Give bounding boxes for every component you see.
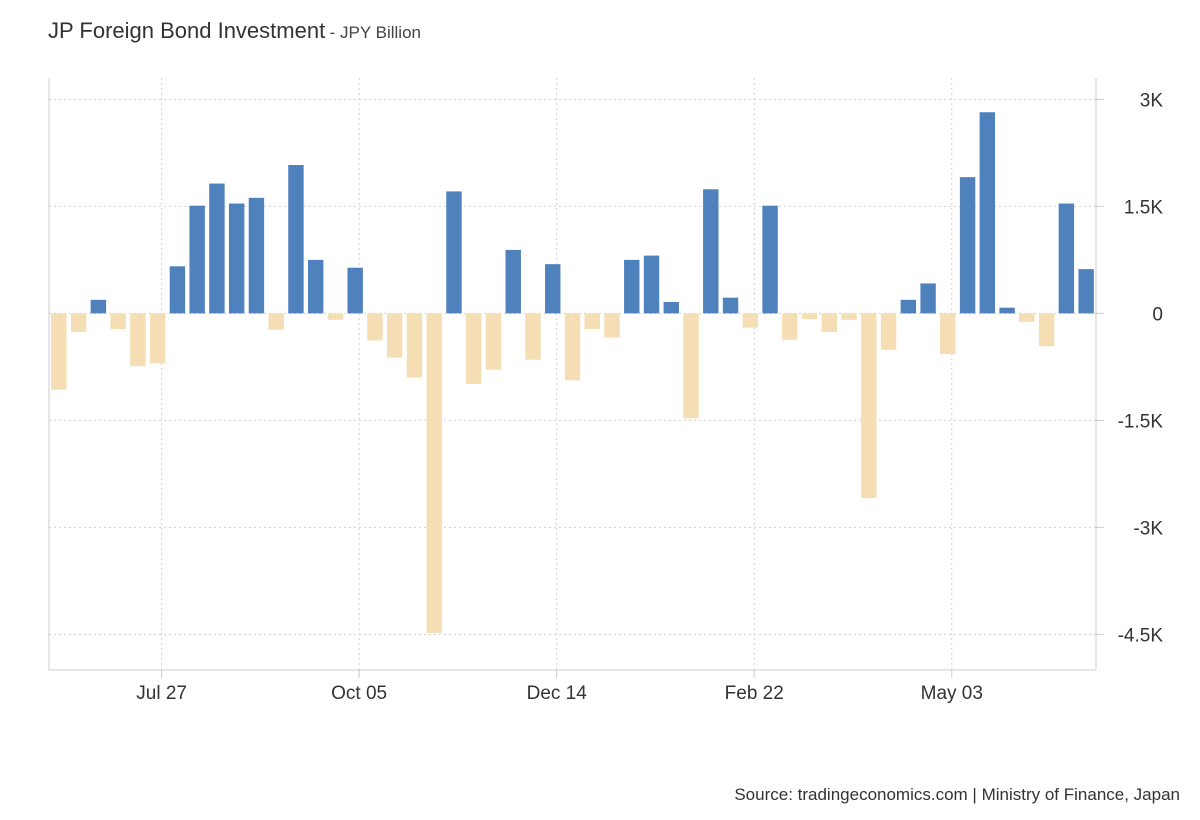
chart-title: JP Foreign Bond Investment [48,18,326,43]
bar-positive [999,307,1015,314]
bar-positive [1078,269,1094,314]
bar-negative [70,313,87,332]
bar-negative [130,313,146,367]
bar-positive [505,249,521,314]
bar-negative [406,313,423,378]
bar-negative [327,313,344,320]
grid-lines [49,78,1096,670]
bar-positive [446,191,462,314]
bar-negative [584,313,600,330]
bar-negative [861,313,877,499]
bar-positive [979,112,996,314]
source-note: Source: tradingeconomics.com | Ministry … [734,785,1180,804]
bar-negative [1038,313,1055,347]
bar-series [51,112,1094,633]
bar-negative [387,313,403,358]
bar-positive [762,205,778,314]
bar-negative [1019,313,1035,322]
bar-negative [742,313,758,328]
bar-positive [722,297,739,314]
bar-positive [307,259,324,314]
bar-positive [643,255,660,314]
bar-negative [485,313,502,370]
bar-positive [228,203,245,314]
bar-negative [367,313,383,341]
chart-subtitle-separator: - [329,23,341,42]
x-tick-label: Feb 22 [725,683,784,704]
bar-negative [525,313,541,360]
bar-negative [564,313,581,381]
bar-negative [51,313,67,390]
bar-positive [90,299,107,314]
x-tick-label: Dec 14 [527,683,588,704]
bar-positive [624,259,640,314]
y-tick-label: 3K [1140,90,1164,111]
bar-negative [782,313,798,340]
axes [48,78,1104,678]
bar-positive [169,266,186,314]
bar-negative [604,313,620,338]
x-tick-label: Oct 05 [331,683,387,704]
bar-positive [1058,203,1075,314]
y-tick-label: -1.5K [1118,411,1164,432]
bar-positive [703,189,719,314]
bar-negative [110,313,126,330]
bar-chart: 3K 1.5K 0 -1.5K -3K -4.5K Jul 27 Oct 05 Dec 14 Fe… [48,78,1163,704]
y-tick-label: -3K [1133,518,1163,539]
chart-title-row: JP Foreign Bond Investment - JPY Billion [48,18,421,44]
bar-negative [683,313,699,419]
bar-positive [920,283,936,314]
y-tick-label: 1.5K [1124,197,1163,218]
bar-negative [801,313,818,320]
bar-negative [940,313,956,355]
x-tick-label: Jul 27 [136,683,187,704]
x-tick-label: May 03 [921,683,983,704]
bar-negative [268,313,284,330]
y-tick-label: 0 [1152,304,1163,325]
bar-negative [466,313,482,384]
tick-labels: 3K 1.5K 0 -1.5K -3K -4.5K Jul 27 Oct 05 Dec 14 Fe… [136,90,1163,704]
bar-negative [880,313,897,350]
bar-positive [959,177,976,314]
chart-subtitle: JPY Billion [340,23,421,42]
bar-positive [347,267,363,314]
bar-positive [288,165,304,314]
bar-negative [149,313,166,364]
bar-negative [821,313,838,332]
bar-positive [248,197,265,314]
y-tick-label: -4.5K [1118,625,1164,646]
bar-positive [189,205,205,314]
bar-positive [663,301,679,314]
bar-positive [545,264,561,314]
bar-negative [841,313,857,320]
bar-positive [209,183,225,314]
bar-negative [426,313,442,633]
bar-positive [900,299,917,314]
